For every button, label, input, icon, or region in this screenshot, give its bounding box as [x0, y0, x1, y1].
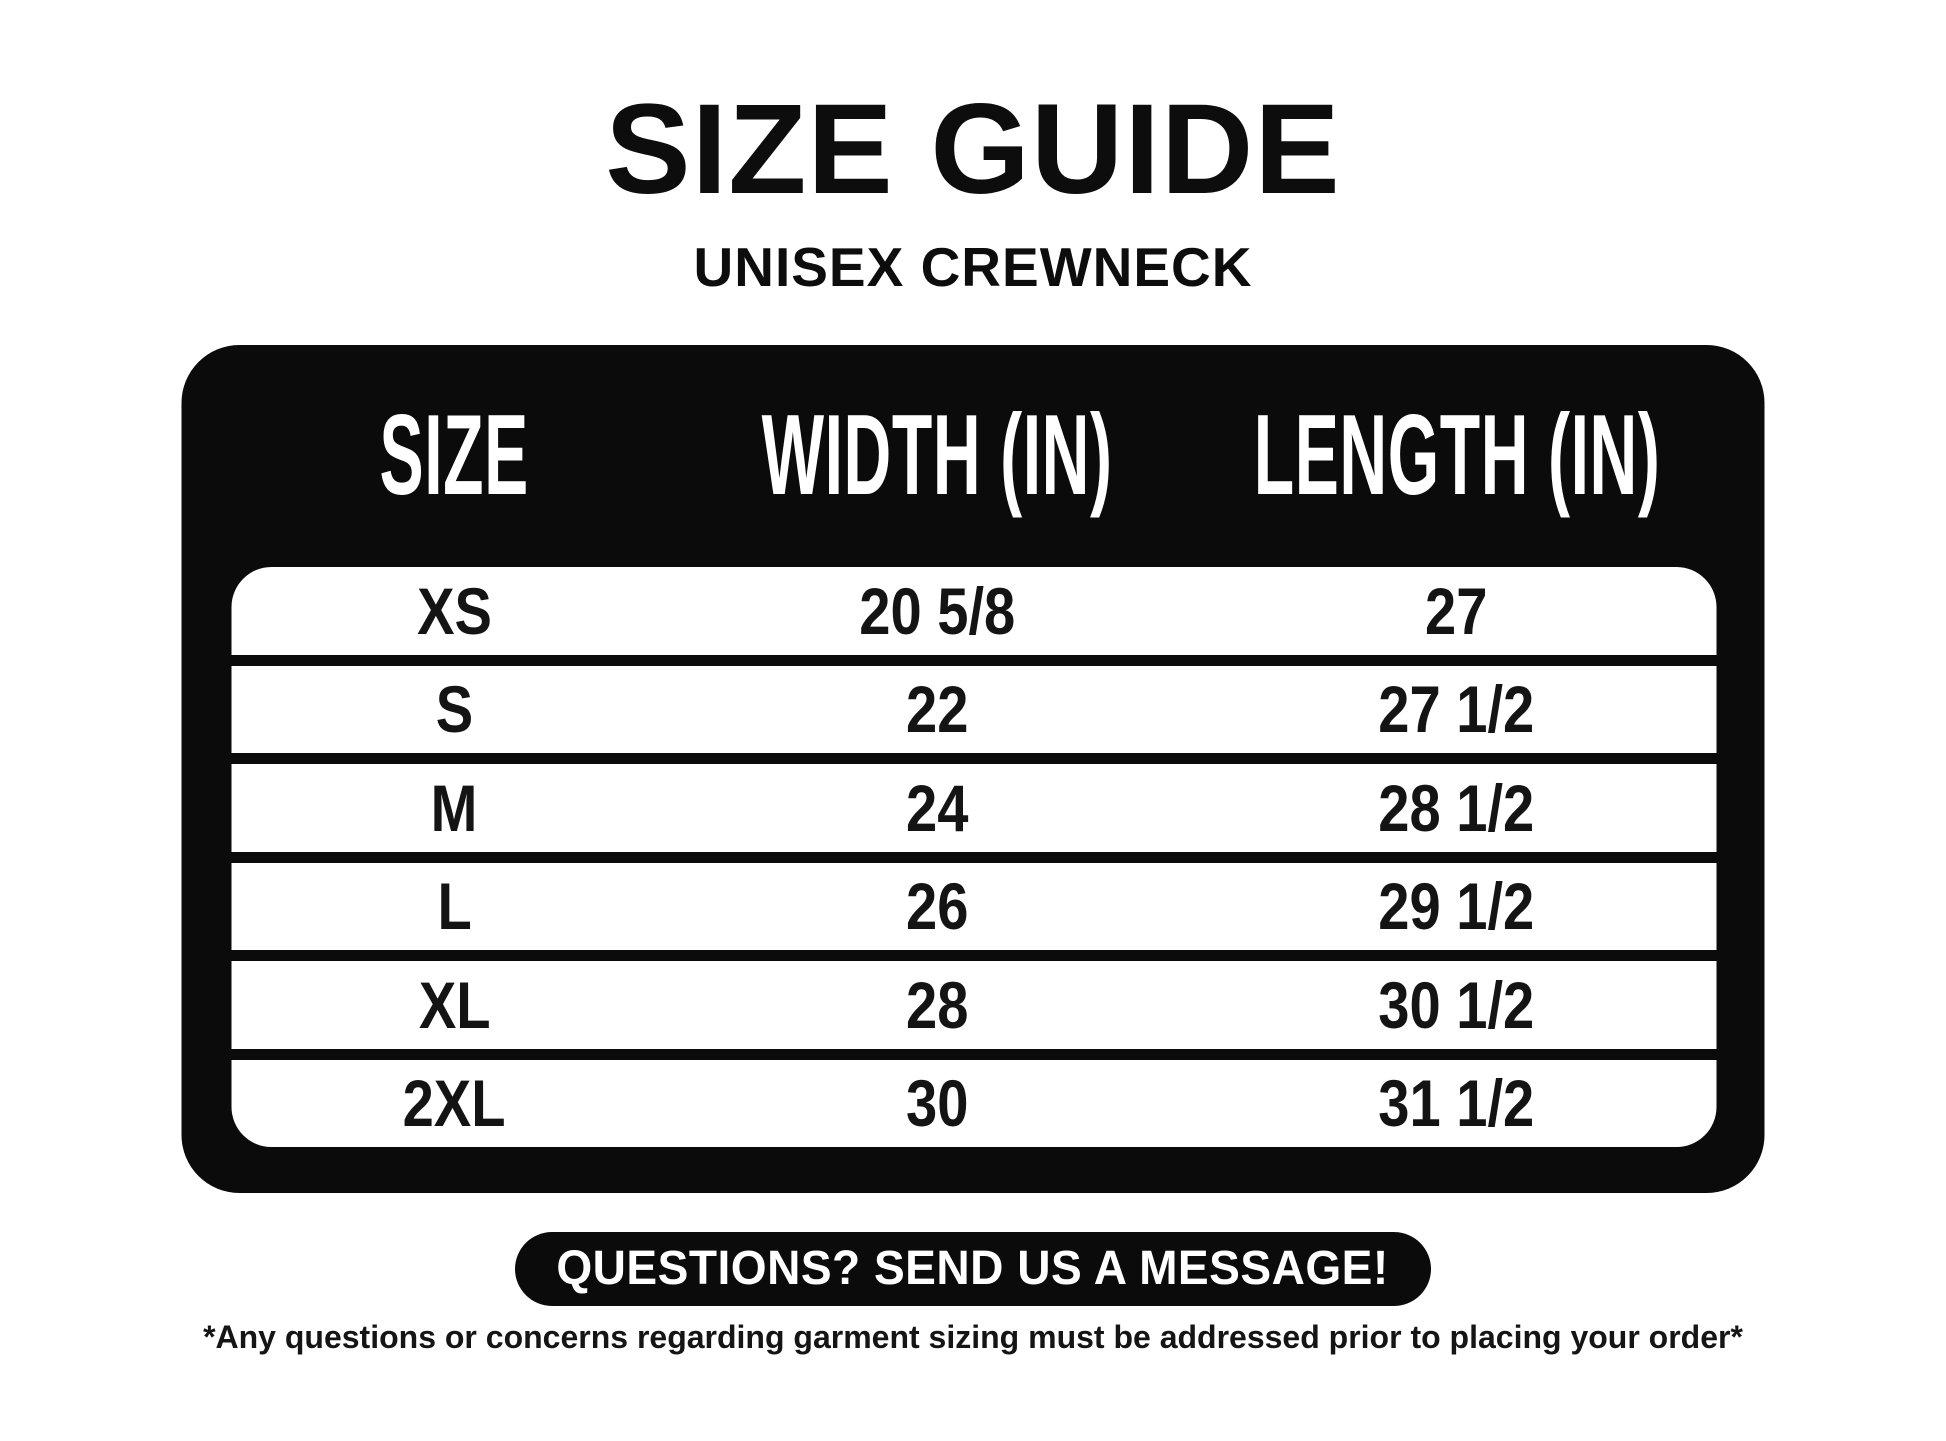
cell-width: 30: [677, 1070, 1197, 1136]
cell-length: 29 1/2: [1197, 873, 1717, 939]
cell-size-value: S: [435, 672, 473, 747]
cell-length-value: 27 1/2: [1378, 672, 1535, 747]
cell-length-value: 27: [1425, 573, 1488, 648]
cell-size-value: 2XL: [402, 1066, 506, 1141]
size-table-panel: SIZE WIDTH (IN) LENGTH (IN) XS 20 5/8 27…: [181, 345, 1765, 1193]
cell-length-value: 31 1/2: [1378, 1066, 1535, 1141]
cell-size: XL: [232, 972, 678, 1038]
cell-width-value: 20 5/8: [858, 573, 1015, 648]
cell-length: 27: [1197, 578, 1717, 644]
column-header-length: LENGTH (IN): [1197, 399, 1717, 513]
cell-size-value: L: [437, 869, 472, 944]
cell-width-value: 28: [905, 967, 969, 1042]
cell-size: XS: [232, 578, 678, 644]
size-table-body: XS 20 5/8 27 S 22 27 1/2 M 24 28 1/2 L 2…: [231, 567, 1717, 1148]
cell-size: M: [232, 775, 678, 841]
cell-width-value: 30: [905, 1066, 969, 1141]
column-header-length-label: LENGTH (IN): [1253, 392, 1660, 519]
cell-size: S: [232, 676, 678, 742]
page-subtitle: UNISEX CREWNECK: [693, 236, 1253, 298]
cell-width: 28: [677, 972, 1197, 1038]
page-title: SIZE GUIDE: [605, 78, 1341, 221]
cell-width: 24: [677, 775, 1197, 841]
table-row-l: L 26 29 1/2: [231, 851, 1717, 951]
column-header-width: WIDTH (IN): [677, 399, 1197, 513]
cell-width: 22: [677, 676, 1197, 742]
contact-cta-button[interactable]: QUESTIONS? SEND US A MESSAGE!: [515, 1232, 1431, 1306]
cell-length: 28 1/2: [1197, 775, 1717, 841]
cell-size-value: XS: [416, 573, 492, 648]
column-header-size-label: SIZE: [379, 392, 529, 519]
cell-size-value: M: [430, 770, 478, 845]
cell-width-value: 26: [905, 869, 969, 944]
cell-length-value: 28 1/2: [1378, 770, 1535, 845]
cell-length: 27 1/2: [1197, 676, 1717, 742]
table-row-2xl: 2XL 30 31 1/2: [231, 1048, 1717, 1148]
cell-size: 2XL: [232, 1070, 678, 1136]
table-header-row: SIZE WIDTH (IN) LENGTH (IN): [232, 345, 1717, 567]
sizing-disclaimer: *Any questions or concerns regarding gar…: [203, 1319, 1743, 1355]
cell-width-value: 24: [905, 770, 969, 845]
cell-length-value: 30 1/2: [1378, 967, 1535, 1042]
column-header-size: SIZE: [232, 399, 678, 513]
table-row-xl: XL 28 30 1/2: [231, 950, 1717, 1049]
cell-width: 20 5/8: [677, 578, 1197, 644]
cell-width: 26: [677, 873, 1197, 939]
cell-length: 31 1/2: [1197, 1070, 1717, 1136]
table-row-m: M 24 28 1/2: [231, 753, 1717, 852]
table-row-xs: XS 20 5/8 27: [232, 567, 1717, 655]
table-row-s: S 22 27 1/2: [231, 654, 1717, 754]
column-header-width-label: WIDTH (IN): [761, 392, 1113, 519]
cell-width-value: 22: [905, 672, 969, 747]
cell-size: L: [232, 873, 678, 939]
cell-size-value: XL: [418, 967, 491, 1042]
cell-length-value: 29 1/2: [1378, 869, 1535, 944]
cell-length: 30 1/2: [1197, 972, 1717, 1038]
contact-cta-label: QUESTIONS? SEND US A MESSAGE!: [556, 1242, 1390, 1295]
